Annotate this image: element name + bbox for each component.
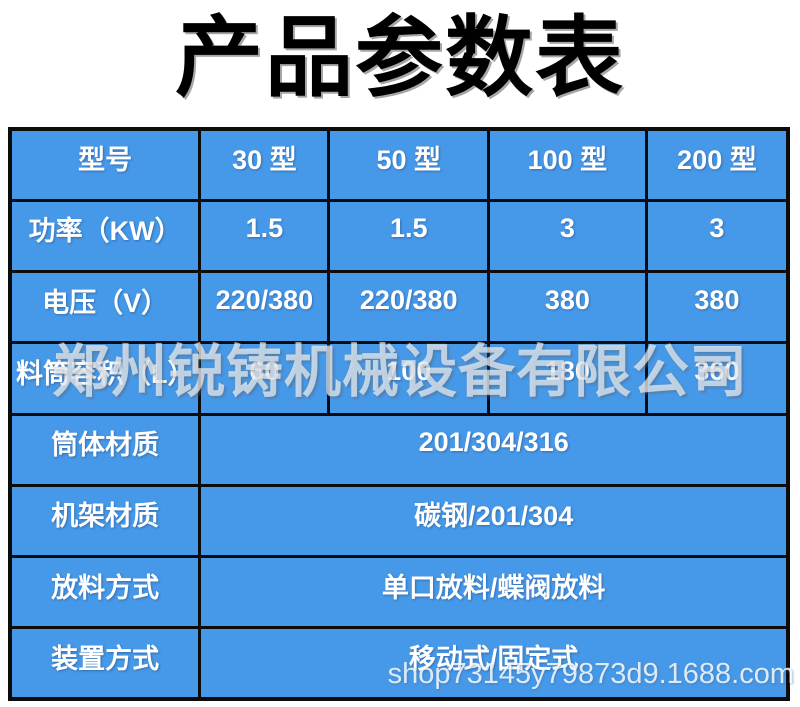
- model-col-200: 200 型: [644, 127, 790, 202]
- capacity-value-200: 360: [644, 341, 790, 416]
- spec-row-discharge-method: 放料方式 单口放料/蝶阀放料: [8, 554, 790, 630]
- discharge-method-value: 单口放料/蝶阀放料: [198, 554, 790, 630]
- frame-material-value: 碳钢/201/304: [198, 483, 790, 559]
- voltage-value-50: 220/380: [327, 269, 490, 345]
- row-label-capacity: 料筒容积（L）: [8, 341, 202, 416]
- capacity-value-30: 60: [198, 341, 331, 416]
- model-col-50: 50 型: [327, 127, 490, 202]
- barrel-material-value: 201/304/316: [198, 412, 790, 487]
- capacity-value-50: 100: [327, 341, 490, 416]
- voltage-value-30: 220/380: [198, 269, 331, 345]
- power-value-100: 3: [486, 198, 648, 274]
- row-label-power: 功率（KW）: [8, 198, 202, 274]
- voltage-value-100: 380: [486, 269, 648, 345]
- capacity-value-100: 180: [486, 341, 648, 416]
- row-label-frame-material: 机架材质: [8, 483, 202, 559]
- spec-row-power: 功率（KW） 1.5 1.5 3 3: [8, 198, 790, 274]
- voltage-value-200: 380: [644, 269, 790, 345]
- spec-row-frame-material: 机架材质 碳钢/201/304: [8, 483, 790, 559]
- model-col-100: 100 型: [486, 127, 648, 202]
- row-label-voltage: 电压（V）: [8, 269, 202, 345]
- row-label-installation-method: 装置方式: [8, 626, 202, 701]
- installation-method-value: 移动式/固定式: [198, 626, 790, 701]
- page-title: 产品参数表: [174, 8, 625, 107]
- row-label-discharge-method: 放料方式: [8, 554, 202, 630]
- power-value-30: 1.5: [198, 198, 331, 274]
- spec-row-model: 型号 30 型 50 型 100 型 200 型: [8, 127, 790, 202]
- spec-row-installation-method: 装置方式 移动式/固定式: [8, 626, 790, 701]
- power-value-200: 3: [644, 198, 790, 274]
- power-value-50: 1.5: [327, 198, 490, 274]
- row-label-model: 型号: [8, 127, 202, 202]
- product-spec-table: 型号 30 型 50 型 100 型 200 型 功率（KW） 1.5 1.5 …: [8, 127, 790, 701]
- spec-table-container: 型号 30 型 50 型 100 型 200 型 功率（KW） 1.5 1.5 …: [8, 127, 790, 701]
- model-col-30: 30 型: [198, 127, 331, 202]
- spec-row-barrel-material: 筒体材质 201/304/316: [8, 412, 790, 487]
- row-label-barrel-material: 筒体材质: [8, 412, 202, 487]
- spec-row-voltage: 电压（V） 220/380 220/380 380 380: [8, 269, 790, 345]
- spec-row-capacity: 料筒容积（L） 60 100 180 360: [8, 341, 790, 416]
